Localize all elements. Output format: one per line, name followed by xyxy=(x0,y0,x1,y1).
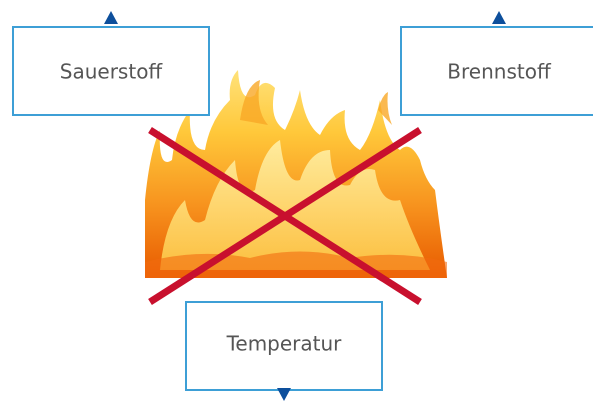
node-box: Brennstoff xyxy=(401,11,593,115)
arrow-up xyxy=(492,11,506,24)
page: {"nodes": [{"label": "Sauerstoff"}, {"la… xyxy=(0,0,593,403)
fire-triangle-diagram: Sauerstoff Brennstoff Temperatur xyxy=(0,0,593,403)
node-label: Temperatur xyxy=(226,332,343,356)
node-label: Sauerstoff xyxy=(60,60,164,84)
node-label: Brennstoff xyxy=(447,60,552,84)
arrow-up xyxy=(104,11,118,24)
node-box: Temperatur xyxy=(186,302,382,401)
arrow-down xyxy=(277,388,291,401)
node-box: Sauerstoff xyxy=(13,11,209,115)
